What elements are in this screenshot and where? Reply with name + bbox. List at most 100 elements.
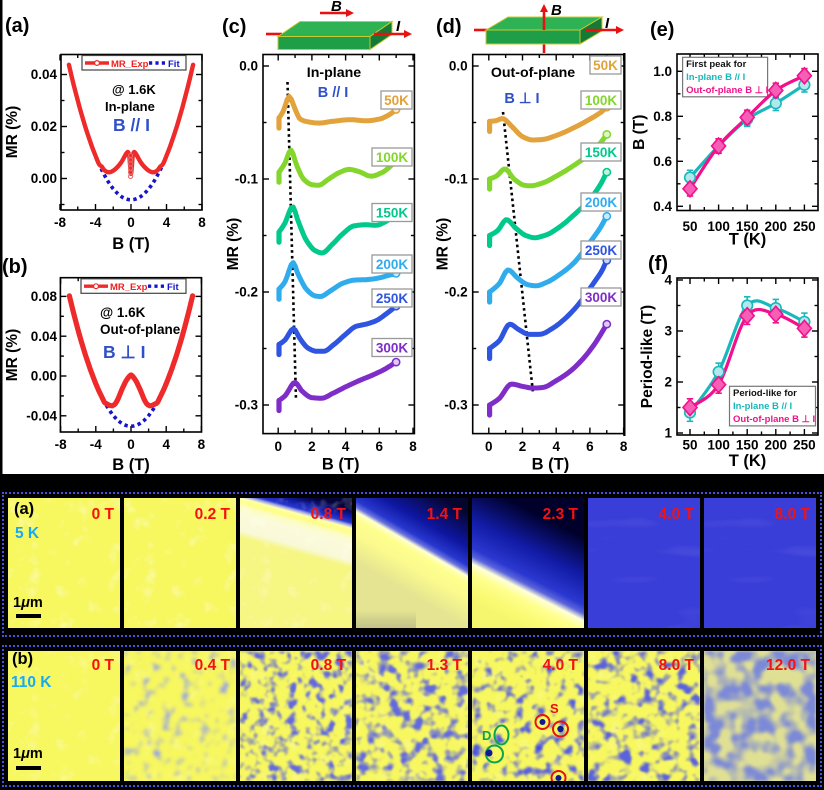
svg-text:4: 4	[162, 437, 170, 452]
svg-text:(c): (c)	[222, 16, 246, 38]
svg-text:MR (%): MR (%)	[435, 218, 452, 271]
svg-text:250K: 250K	[585, 243, 618, 258]
svg-text:8: 8	[198, 437, 206, 452]
svg-text:0: 0	[274, 439, 282, 454]
svg-text:250: 250	[793, 219, 816, 234]
svg-text:@ 1.6K: @ 1.6K	[112, 82, 156, 97]
svg-text:B (T): B (T)	[112, 235, 150, 253]
svg-text:1.0: 1.0	[653, 64, 672, 79]
svg-text:2: 2	[664, 375, 672, 390]
svg-text:200: 200	[765, 219, 788, 234]
svg-text:0: 0	[127, 215, 135, 230]
svg-text:8.0 T: 8.0 T	[659, 657, 695, 674]
svg-text:B (T): B (T)	[631, 115, 648, 150]
svg-text:100K: 100K	[585, 93, 618, 108]
svg-text:Fit: Fit	[168, 59, 180, 70]
svg-text:@ 1.6K: @ 1.6K	[100, 305, 146, 320]
svg-text:Out-of-plane: Out-of-plane	[491, 65, 575, 81]
svg-text:-0.3: -0.3	[444, 398, 468, 413]
svg-text:-0.1: -0.1	[444, 172, 468, 187]
svg-text:150: 150	[736, 219, 759, 234]
svg-text:In-plane B // I: In-plane B // I	[686, 72, 745, 83]
svg-text:0 T: 0 T	[92, 657, 115, 674]
svg-text:-8: -8	[54, 215, 66, 230]
svg-text:(f): (f)	[648, 253, 668, 275]
svg-text:4: 4	[342, 439, 350, 454]
svg-text:MR (%): MR (%)	[225, 218, 242, 271]
svg-text:4.0 T: 4.0 T	[659, 506, 695, 523]
svg-text:T (K): T (K)	[729, 452, 767, 470]
svg-text:150K: 150K	[376, 206, 409, 221]
svg-text:0.4 T: 0.4 T	[195, 657, 231, 674]
svg-text:(e): (e)	[650, 19, 674, 41]
svg-text:B ⊥ I: B ⊥ I	[103, 342, 145, 362]
svg-text:(a): (a)	[5, 15, 29, 37]
svg-text:In-plane: In-plane	[307, 65, 361, 81]
svg-text:0.2 T: 0.2 T	[195, 506, 231, 523]
svg-text:Period-like for: Period-like for	[733, 388, 797, 399]
svg-text:4: 4	[552, 439, 560, 454]
svg-text:300K: 300K	[376, 341, 409, 356]
svg-text:0: 0	[485, 439, 493, 454]
svg-text:6: 6	[586, 439, 594, 454]
svg-text:0.04: 0.04	[31, 329, 58, 344]
svg-text:-0.04: -0.04	[26, 408, 57, 423]
svg-text:B (T): B (T)	[532, 456, 570, 474]
svg-text:0.02: 0.02	[31, 119, 57, 134]
svg-text:50: 50	[682, 219, 697, 234]
svg-text:250: 250	[793, 438, 816, 453]
svg-text:B // I: B // I	[113, 115, 150, 135]
svg-text:300K: 300K	[585, 290, 618, 305]
svg-text:-8: -8	[55, 437, 67, 452]
svg-text:-0.1: -0.1	[235, 172, 259, 187]
svg-text:B: B	[331, 0, 342, 15]
svg-text:0.0: 0.0	[449, 59, 468, 74]
svg-text:B: B	[551, 2, 562, 19]
svg-text:100K: 100K	[376, 150, 409, 165]
svg-text:In-plane: In-plane	[105, 99, 155, 114]
svg-text:T (K): T (K)	[729, 231, 767, 249]
svg-text:100: 100	[707, 438, 730, 453]
svg-text:-0.2: -0.2	[235, 285, 258, 300]
svg-text:8: 8	[198, 215, 206, 230]
svg-text:-4: -4	[90, 437, 102, 452]
svg-text:0.00: 0.00	[31, 369, 57, 384]
svg-text:-4: -4	[89, 215, 101, 230]
svg-text:0.0: 0.0	[239, 59, 258, 74]
svg-text:MR_Exp: MR_Exp	[110, 282, 148, 293]
svg-text:-0.3: -0.3	[235, 398, 259, 413]
svg-text:2: 2	[519, 439, 527, 454]
svg-text:0: 0	[127, 437, 135, 452]
svg-text:4.0 T: 4.0 T	[543, 657, 579, 674]
svg-text:In-plane B // I: In-plane B // I	[733, 401, 792, 412]
svg-text:200K: 200K	[585, 195, 618, 210]
svg-text:50K: 50K	[384, 93, 409, 108]
svg-text:100: 100	[707, 219, 730, 234]
svg-text:0.8 T: 0.8 T	[311, 506, 347, 523]
svg-text:250K: 250K	[376, 291, 409, 306]
svg-text:I: I	[396, 18, 401, 35]
svg-text:MR (%): MR (%)	[4, 329, 21, 382]
svg-text:B (T): B (T)	[112, 456, 150, 474]
svg-text:0 T: 0 T	[92, 506, 115, 523]
svg-text:2.3 T: 2.3 T	[543, 506, 579, 523]
svg-text:Fit: Fit	[167, 282, 179, 293]
svg-text:-0.2: -0.2	[444, 285, 467, 300]
svg-text:50K: 50K	[593, 58, 618, 73]
svg-text:Out-of-plane B ⊥ I: Out-of-plane B ⊥ I	[733, 414, 815, 425]
svg-text:3: 3	[664, 324, 672, 339]
svg-text:4: 4	[664, 273, 672, 288]
svg-text:0.8: 0.8	[653, 109, 672, 124]
svg-text:D: D	[482, 728, 491, 743]
svg-text:150K: 150K	[585, 145, 618, 160]
svg-text:1: 1	[664, 426, 672, 441]
svg-text:0.6: 0.6	[653, 154, 672, 169]
svg-text:200: 200	[765, 438, 788, 453]
svg-text:6: 6	[376, 439, 384, 454]
svg-text:I: I	[605, 15, 610, 32]
svg-text:0.00: 0.00	[31, 171, 57, 186]
svg-text:MR (%): MR (%)	[4, 106, 21, 159]
svg-text:200K: 200K	[376, 257, 409, 272]
svg-text:8.0 T: 8.0 T	[775, 506, 811, 523]
svg-text:0.04: 0.04	[31, 67, 58, 82]
